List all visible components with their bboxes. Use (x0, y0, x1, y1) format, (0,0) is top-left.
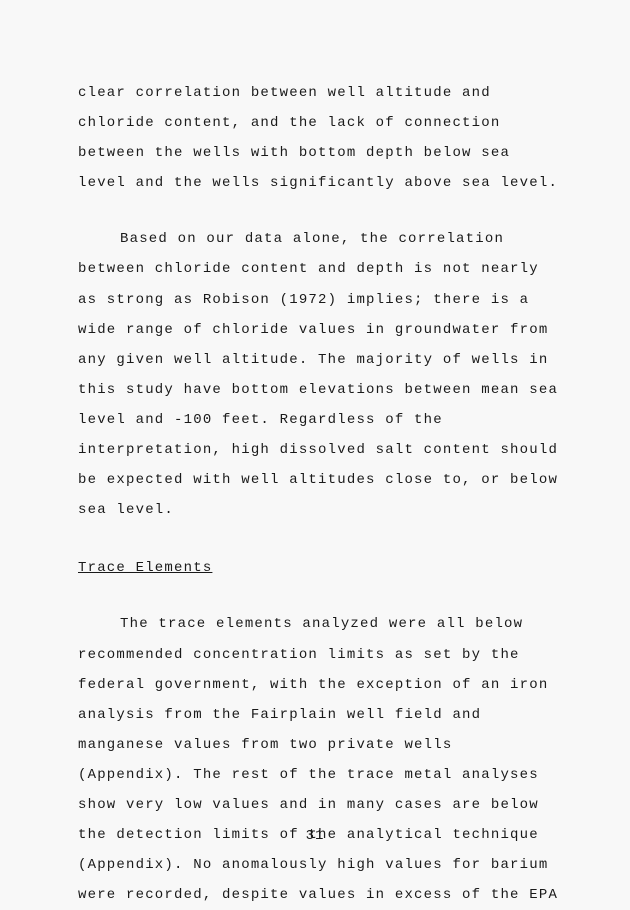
body-paragraph-3: The trace elements analyzed were all bel… (78, 609, 562, 910)
section-heading-trace-elements: Trace Elements (78, 553, 562, 583)
body-paragraph-1: clear correlation between well altitude … (78, 78, 562, 198)
page-number: 31 (0, 821, 630, 851)
body-paragraph-2: Based on our data alone, the correlation… (78, 224, 562, 525)
